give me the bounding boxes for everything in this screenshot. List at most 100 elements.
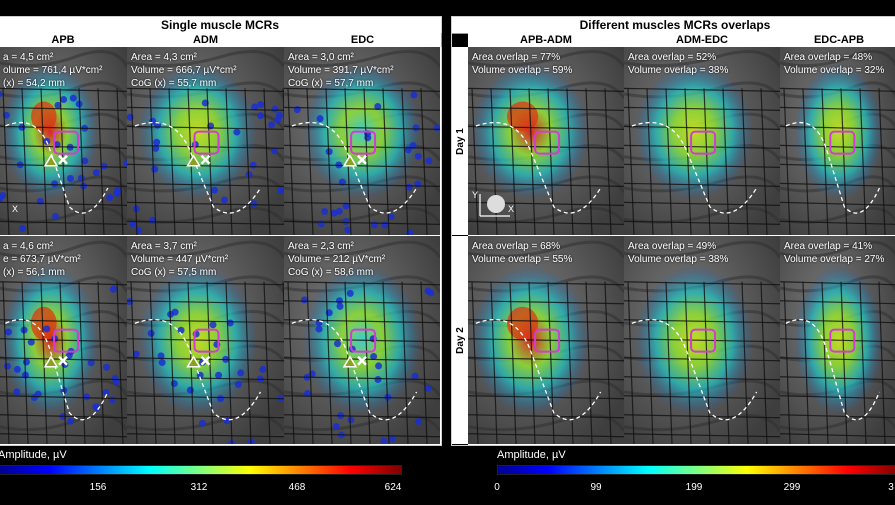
stat-line: (x) = 54,2 mm	[3, 78, 65, 89]
axes-icon	[474, 190, 514, 220]
panel-stats: Area overlap = 48% Volume overlap = 32%	[784, 51, 884, 77]
left-panel-0-0: a = 4,5 cm² olume = 761,4 µV*cm² (x) = 54,…	[0, 47, 128, 236]
right-tick-0: 0	[494, 482, 500, 493]
panel-stats: Area overlap = 52% Volume overlap = 38%	[628, 51, 728, 77]
left-panel-0-1: Area = 4,3 cm² Volume = 666,7 µV*cm² CoG (…	[127, 47, 285, 236]
stat-line: CoG (x) = 58,6 mm	[288, 267, 374, 278]
right-panel-1-1: Area overlap = 49% Volume overlap = 38%	[624, 236, 781, 445]
stat-line: Area = 3,0 cm²	[288, 52, 354, 63]
stat-line: Area overlap = 48%	[784, 52, 873, 63]
cog-markers	[342, 355, 367, 368]
stat-line: Volume = 666,7 µV*cm²	[131, 65, 237, 76]
brain-heatmap	[468, 236, 624, 444]
axis-x-label: X	[508, 204, 515, 214]
stat-line: Volume overlap = 32%	[784, 65, 885, 76]
left-panel-1-1: Area = 3,7 cm² Volume = 447 µV*cm² CoG (x)…	[127, 236, 285, 445]
col-header-adm: ADM	[127, 33, 285, 47]
panel-stats: a = 4,6 cm² e = 673,7 µV*cm² (x) = 56,1 mm	[3, 240, 81, 279]
target-square	[53, 328, 80, 353]
brain-heatmap	[780, 47, 895, 235]
stat-line: Volume = 212 µV*cm²	[288, 254, 386, 265]
panel-stats: Area overlap = 41% Volume overlap = 27%	[784, 240, 884, 266]
hotspot-triangle-icon	[43, 154, 59, 167]
stat-line: Volume overlap = 27%	[784, 254, 885, 265]
brain-heatmap	[468, 47, 624, 235]
row-label-day2: Day 2	[452, 236, 469, 444]
single-muscle-title: Single muscle MCRs	[0, 17, 441, 34]
brain-heatmap	[780, 236, 895, 444]
left-tick-468: 468	[288, 482, 306, 493]
brain-heatmap	[127, 236, 284, 444]
col-header-apb: APB	[0, 33, 128, 47]
cog-cross-icon	[58, 355, 68, 366]
left-panel-1-2: Area = 2,3 cm² Volume = 212 µV*cm² CoG (x)…	[284, 236, 441, 445]
panel-stats: Area = 4,3 cm² Volume = 666,7 µV*cm² CoG (…	[131, 51, 237, 90]
left-tick-624: 624	[384, 482, 402, 493]
target-square	[690, 130, 717, 155]
stat-line: CoG (x) = 55,7 mm	[131, 78, 217, 89]
stat-line: Area = 3,7 cm²	[131, 241, 197, 252]
stat-line: CoG (x) = 57,7 mm	[288, 78, 374, 89]
stat-line: CoG (x) = 57,5 mm	[131, 267, 217, 278]
left-colorbar	[0, 465, 402, 475]
col-header-adm-edc: ADM-EDC	[624, 33, 781, 47]
stat-line: Area overlap = 52%	[628, 52, 717, 63]
panel-stats: Area = 3,0 cm² Volume = 391,7 µV*cm² CoG (…	[288, 51, 394, 90]
stat-line: a = 4,6 cm²	[3, 241, 54, 252]
stat-line: a = 4,5 cm²	[3, 52, 54, 63]
overlap-title: Different muscles MCRs overlaps	[452, 17, 895, 34]
left-axis-x-label: X	[12, 204, 19, 214]
hotspot-triangle-icon	[342, 355, 358, 368]
target-square	[350, 328, 377, 353]
stat-line: Area = 2,3 cm²	[288, 241, 354, 252]
target-square	[690, 328, 717, 353]
stat-line: Area overlap = 68%	[472, 241, 561, 252]
target-square	[829, 328, 856, 353]
brain-heatmap	[624, 47, 780, 235]
left-tick-156: 156	[89, 482, 107, 493]
left-panel-0-2: Area = 3,0 cm² Volume = 391,7 µV*cm² CoG (…	[284, 47, 441, 236]
cog-markers	[43, 154, 68, 167]
brain-heatmap	[284, 47, 440, 235]
single-muscle-figure: Single muscle MCRs APB ADM EDC	[0, 16, 442, 446]
target-square	[534, 328, 561, 353]
brain-heatmap	[0, 47, 127, 235]
cog-cross-icon	[200, 355, 211, 366]
right-panel-1-0: Area overlap = 68% Volume overlap = 55%	[468, 236, 625, 445]
target-square	[193, 130, 220, 155]
cog-cross-icon	[200, 154, 211, 165]
left-tick-312: 312	[190, 482, 208, 493]
right-colorbar-label: Amplitude, µV	[497, 449, 566, 461]
right-tick-3: 3	[888, 482, 894, 493]
brain-heatmap	[624, 236, 780, 444]
panel-stats: Area = 3,7 cm² Volume = 447 µV*cm² CoG (x)…	[131, 240, 228, 279]
target-square	[350, 130, 377, 155]
right-panel-0-2: Area overlap = 48% Volume overlap = 32%	[780, 47, 895, 236]
left-colorbar-label: Amplitude, µV	[0, 449, 67, 461]
stat-line: Volume = 391,7 µV*cm²	[288, 65, 394, 76]
cog-markers	[186, 355, 211, 368]
stat-line: Volume overlap = 59%	[472, 65, 573, 76]
right-tick-99: 99	[590, 482, 602, 493]
stat-line: Area = 4,3 cm²	[131, 52, 197, 63]
right-panel-1-2: Area overlap = 41% Volume overlap = 27%	[780, 236, 895, 445]
right-panel-0-0: Area overlap = 77% Volume overlap = 59%	[468, 47, 625, 236]
stat-line: Area overlap = 41%	[784, 241, 873, 252]
row-label-day1: Day 1	[452, 47, 469, 235]
right-panel-0-1: Area overlap = 52% Volume overlap = 38%	[624, 47, 781, 236]
panel-stats: a = 4,5 cm² olume = 761,4 µV*cm² (x) = 54,…	[3, 51, 102, 90]
col-header-edc-apb: EDC-APB	[780, 33, 895, 47]
stat-line: Volume overlap = 38%	[628, 65, 729, 76]
hotspot-triangle-icon	[186, 154, 201, 167]
brain-heatmap	[284, 236, 440, 444]
panel-stats: Area overlap = 68% Volume overlap = 55%	[472, 240, 572, 266]
cog-markers	[43, 355, 68, 368]
cog-cross-icon	[58, 154, 68, 165]
axis-y-label: Y	[472, 190, 479, 200]
panel-stats: Area overlap = 77% Volume overlap = 59%	[472, 51, 572, 77]
target-square	[829, 130, 856, 155]
panel-stats: Area overlap = 49% Volume overlap = 38%	[628, 240, 728, 266]
brain-heatmap	[127, 47, 284, 235]
cog-cross-icon	[357, 355, 367, 366]
stat-line: Area overlap = 77%	[472, 52, 561, 63]
